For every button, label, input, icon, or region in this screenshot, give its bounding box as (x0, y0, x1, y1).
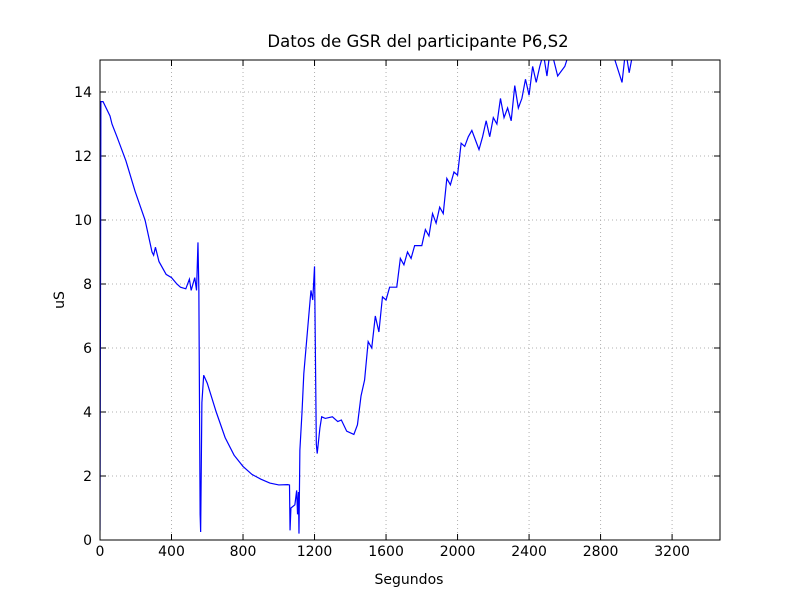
x-tick-label: 3200 (654, 544, 690, 560)
x-tick-label: 2400 (511, 544, 547, 560)
plot-frame (99, 59, 721, 541)
y-tick-label: 14 (74, 85, 92, 101)
data-line (100, 60, 633, 534)
x-tick-label: 800 (230, 544, 257, 560)
y-tick-label: 10 (74, 213, 92, 229)
y-tick-label: 0 (83, 533, 92, 549)
x-tick-label: 2000 (440, 544, 476, 560)
chart-title: Datos de GSR del participante P6,S2 (267, 32, 568, 51)
x-axis-label: Segundos (375, 572, 444, 588)
y-tick-label: 6 (83, 341, 92, 357)
y-tick-label: 2 (83, 469, 92, 485)
y-axis-label: uS (52, 291, 68, 309)
x-tick-label: 0 (96, 544, 105, 560)
y-tick-label: 4 (83, 405, 92, 421)
x-tick-label: 1200 (297, 544, 333, 560)
x-tick-label: 400 (158, 544, 185, 560)
x-tick-label: 2800 (583, 544, 619, 560)
y-tick-label: 8 (83, 277, 92, 293)
y-tick-label: 12 (74, 149, 92, 165)
x-tick-label: 1600 (368, 544, 404, 560)
